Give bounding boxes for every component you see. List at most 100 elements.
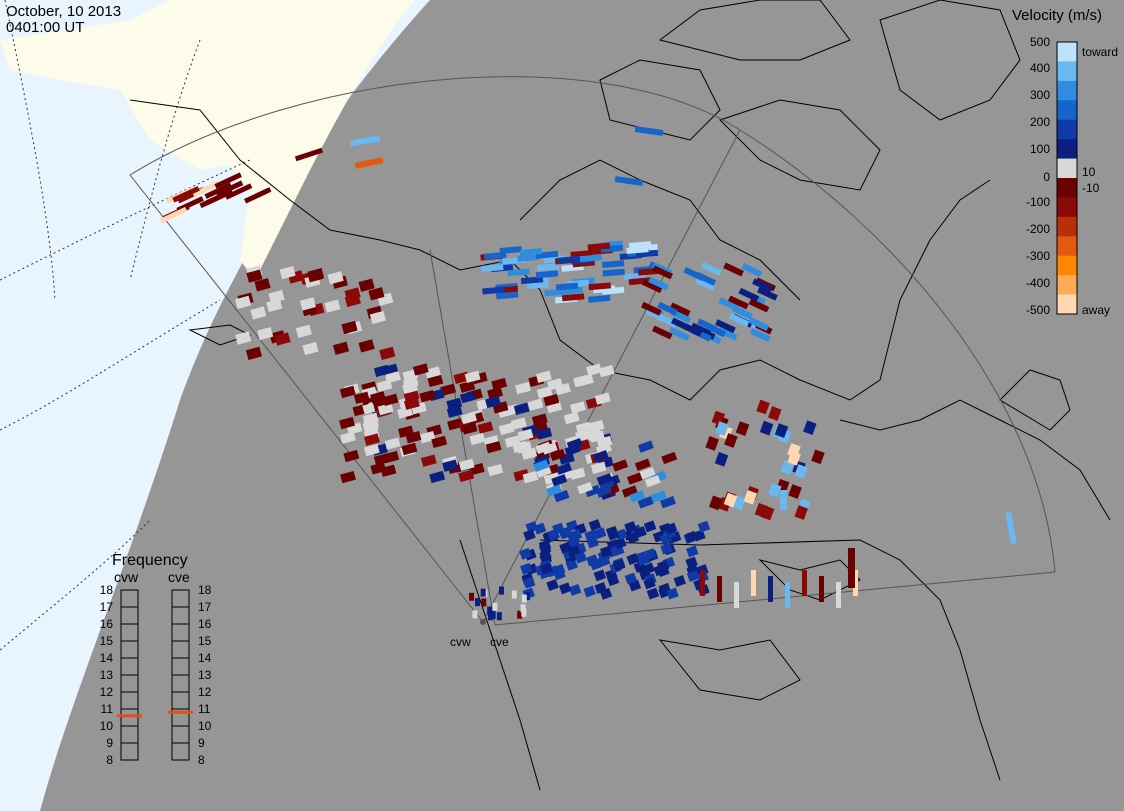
scatter-cell: [385, 371, 401, 384]
scatter-cell: [657, 301, 678, 316]
colorbar-title: Velocity (m/s): [1012, 7, 1102, 24]
freq-scale-label: 15: [198, 634, 212, 648]
scatter-cell: [353, 391, 370, 404]
scatter-cell: [594, 392, 611, 405]
scatter-cell: [590, 461, 607, 474]
scatter-cell: [525, 521, 539, 533]
colorbar-ticks: 500400300200100100-10-100-200-300-400-50…: [1026, 35, 1100, 317]
scatter-cell: [477, 421, 494, 434]
scatter-cell: [768, 482, 782, 498]
freq-scale-label: 18: [198, 583, 212, 597]
scatter-cell: [666, 587, 679, 600]
scatter-cell: [474, 598, 480, 607]
scatter-cell: [565, 558, 578, 571]
time-label: 0401:00 UT: [6, 19, 84, 36]
freq-scale-label: 12: [100, 685, 114, 699]
scatter-cell: [700, 261, 722, 276]
scatter-cell: [664, 522, 678, 535]
scatter-cell: [243, 187, 272, 204]
colorbar-cell: [1057, 197, 1077, 218]
colorbar-cell: [1057, 42, 1077, 62]
freq-scale-label: 13: [100, 668, 114, 682]
scatter-cell: [541, 442, 558, 455]
colorbar-frame: [1056, 41, 1078, 315]
scatter-cell: [629, 490, 646, 503]
scatter-cell: [853, 570, 858, 596]
colorbar-tick-label: -400: [1026, 276, 1050, 290]
scatter-cell: [401, 442, 418, 456]
colorbar-tick-label: 0: [1043, 170, 1050, 184]
scatter-cell: [624, 572, 638, 585]
scatter-cell: [498, 422, 515, 436]
scatter-cell: [641, 279, 663, 294]
scatter-cell: [447, 418, 464, 431]
scatter-cell: [464, 370, 481, 383]
scatter-cell: [268, 290, 285, 304]
frequency-label-cve: cve: [168, 569, 190, 585]
scatter-cell: [274, 332, 291, 346]
freq-scale-label: 16: [100, 617, 114, 631]
scatter-cell: [469, 432, 486, 446]
scatter-cell: [559, 541, 572, 554]
scatter-cell: [598, 364, 615, 378]
scatter-cell: [819, 576, 824, 602]
scatter-cell: [544, 288, 567, 297]
scatter-cell: [382, 393, 399, 406]
colorbar-tick-label: 100: [1030, 142, 1050, 156]
toward-label: toward: [1082, 45, 1118, 59]
scatter-cell: [442, 459, 459, 472]
scatter-cell: [637, 496, 654, 509]
colorbar-cell: [1057, 294, 1077, 315]
velocity-colorbar: Velocity (m/s) 500400300200100100-10-100…: [1012, 7, 1118, 317]
scatter-cell: [458, 469, 475, 483]
scatter-cell: [521, 447, 538, 460]
scatter-cell: [363, 443, 380, 457]
scatter-cell: [458, 458, 475, 471]
scatter-cell: [643, 577, 656, 590]
scatter-cell: [485, 395, 501, 409]
scatter-cell: [536, 263, 560, 272]
scatter-cell: [511, 590, 517, 599]
scatter-cell: [299, 297, 316, 311]
scatter-cell: [588, 294, 611, 303]
scatter-cell: [377, 402, 394, 416]
freq-scale-label: 12: [198, 685, 212, 699]
scatter-cell: [673, 575, 686, 587]
scatter-cell: [686, 570, 700, 582]
scatter-cell: [596, 442, 612, 456]
scatter-cell: [547, 378, 563, 391]
scatter-cell: [339, 385, 356, 399]
scatter-cell: [427, 374, 444, 388]
colorbar-tick-label: 500: [1030, 35, 1050, 49]
freq-scale-label: 14: [100, 651, 114, 665]
colorbar-cell: [1057, 61, 1077, 82]
freq-scale-label: 10: [100, 719, 114, 733]
scatter-cell: [634, 126, 664, 136]
scatter-cell: [498, 586, 504, 595]
scatter-cell: [515, 381, 531, 395]
scatter-cell: [708, 495, 723, 511]
scatter-cell: [705, 436, 719, 451]
scatter-cell: [787, 450, 801, 466]
scatter-cell: [578, 373, 594, 387]
scatter-cell: [379, 346, 396, 361]
scatter-cell: [621, 485, 638, 498]
colorbar-tick-label: -300: [1026, 249, 1050, 263]
freq-scale-label: 9: [198, 736, 205, 750]
scatter-cell: [546, 579, 559, 592]
colorbar-tick-label: -10: [1082, 181, 1100, 195]
scatter-cell: [670, 317, 692, 332]
scatter-cell: [717, 576, 722, 602]
scatter-cell: [535, 465, 552, 478]
scatter-cell: [540, 562, 553, 575]
colorbar-cell: [1057, 139, 1077, 160]
scatter-cell: [695, 271, 717, 286]
scatter-cell: [570, 401, 586, 414]
scatter-cell: [341, 320, 358, 335]
scatter-cell: [599, 587, 613, 600]
colorbar-cell: [1057, 255, 1077, 276]
scatter-cell: [172, 186, 200, 203]
scatter-cell: [577, 481, 593, 495]
scatter-cell: [579, 254, 602, 263]
scatter-cell: [547, 529, 560, 541]
